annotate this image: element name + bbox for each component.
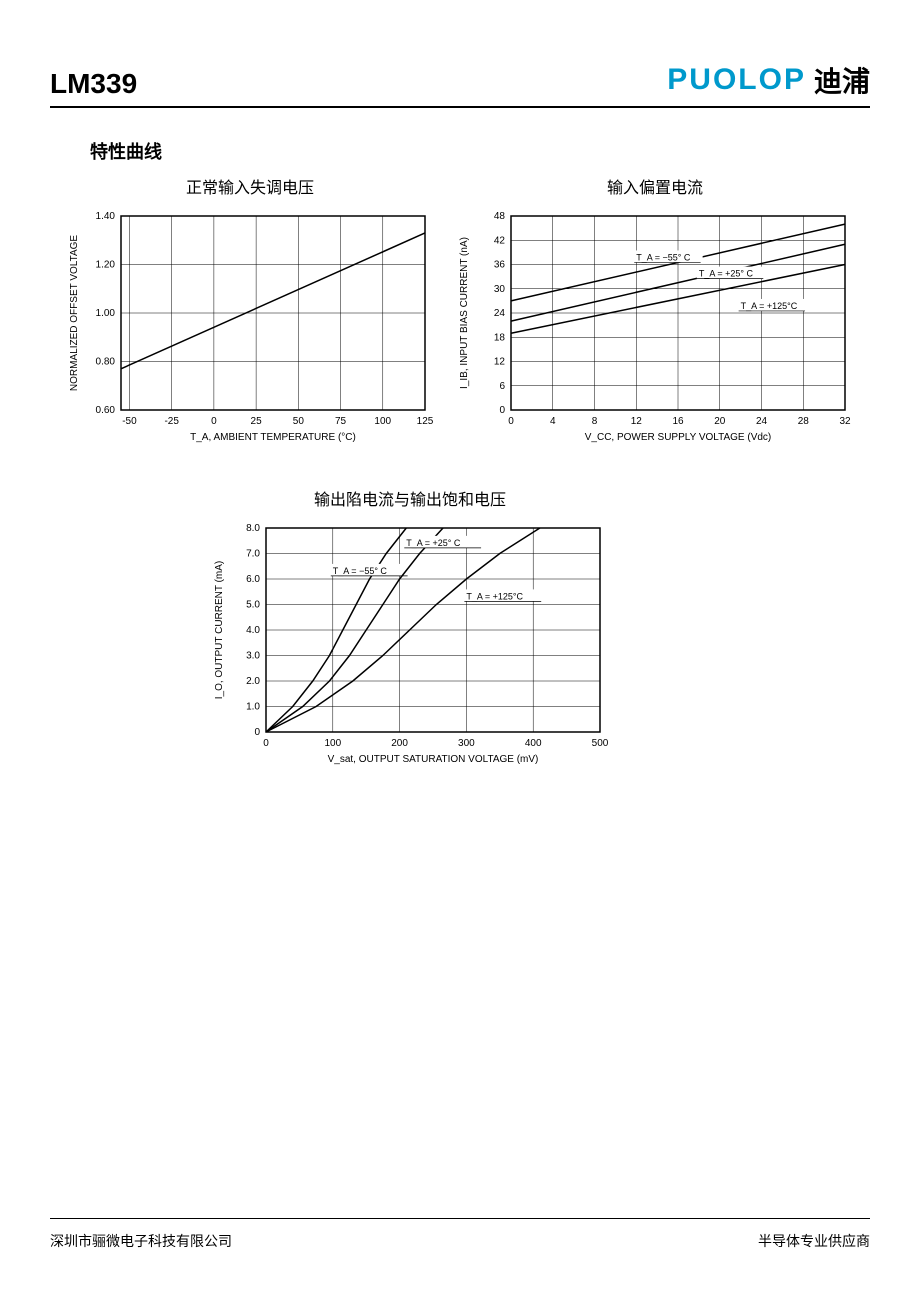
chart3-wrap: 输出陷电流与输出饱和电压 0 100 200 300 400 500 0 1.0 2.0 3.0 4… <box>210 486 610 768</box>
svg-text:400: 400 <box>525 738 542 749</box>
svg-text:25: 25 <box>251 416 263 427</box>
svg-text:T_A, AMBIENT TEMPERATURE (°C): T_A, AMBIENT TEMPERATURE (°C) <box>190 432 356 443</box>
svg-text:18: 18 <box>494 332 506 343</box>
svg-text:1.00: 1.00 <box>96 308 116 319</box>
svg-text:T_A = +25° C: T_A = +25° C <box>406 538 461 548</box>
brand-block: PUOLOP 迪浦 <box>667 60 870 100</box>
footer-left: 深圳市骊微电子科技有限公司 <box>50 1231 232 1251</box>
svg-text:NORMALIZED OFFSET VOLTAGE: NORMALIZED OFFSET VOLTAGE <box>69 235 80 391</box>
svg-text:3.0: 3.0 <box>246 651 260 662</box>
svg-text:T_A = −55° C: T_A = −55° C <box>636 252 691 262</box>
svg-text:125: 125 <box>417 416 434 427</box>
svg-text:12: 12 <box>494 357 506 368</box>
svg-text:48: 48 <box>494 211 506 222</box>
svg-text:4: 4 <box>550 416 556 427</box>
chart1-svg: -50 -25 0 25 50 75 100 125 0.60 0.80 1.00 1.20 1.40 T… <box>65 206 435 446</box>
svg-text:75: 75 <box>335 416 347 427</box>
svg-text:32: 32 <box>839 416 851 427</box>
svg-text:4.0: 4.0 <box>246 625 260 636</box>
svg-text:500: 500 <box>592 738 609 749</box>
svg-text:20: 20 <box>714 416 726 427</box>
svg-text:I_IB, INPUT BIAS CURRENT (nA): I_IB, INPUT BIAS CURRENT (nA) <box>459 237 470 389</box>
chart3-title: 输出陷电流与输出饱和电压 <box>210 486 610 510</box>
svg-text:0.60: 0.60 <box>96 405 116 416</box>
svg-text:100: 100 <box>374 416 391 427</box>
page-footer: 深圳市骊微电子科技有限公司 半导体专业供应商 <box>50 1218 870 1251</box>
svg-text:V_sat, OUTPUT SATURATION VOLTA: V_sat, OUTPUT SATURATION VOLTAGE (mV) <box>328 754 539 765</box>
svg-text:I_O, OUTPUT CURRENT (mA): I_O, OUTPUT CURRENT (mA) <box>214 561 225 700</box>
svg-text:0: 0 <box>254 727 260 738</box>
svg-text:6: 6 <box>499 381 505 392</box>
svg-text:5.0: 5.0 <box>246 600 260 611</box>
chart1-title: 正常输入失调电压 <box>65 174 435 198</box>
svg-text:36: 36 <box>494 260 506 271</box>
svg-text:1.0: 1.0 <box>246 702 260 713</box>
chart2-title: 输入偏置电流 <box>455 174 855 198</box>
svg-text:0.80: 0.80 <box>96 357 116 368</box>
svg-text:T_A = +125°C: T_A = +125°C <box>741 301 798 311</box>
svg-text:42: 42 <box>494 235 506 246</box>
svg-text:V_CC, POWER SUPPLY VOLTAGE (Vd: V_CC, POWER SUPPLY VOLTAGE (Vdc) <box>585 432 772 443</box>
charts-row-1: 正常输入失调电压 -50 -25 0 25 50 75 100 125 0.60 0.80 1.00… <box>50 174 870 446</box>
svg-text:T_A = +125°C: T_A = +125°C <box>466 591 523 601</box>
page-header: LM339 PUOLOP 迪浦 <box>50 60 870 108</box>
svg-text:0: 0 <box>508 416 514 427</box>
chart1-wrap: 正常输入失调电压 -50 -25 0 25 50 75 100 125 0.60 0.80 1.00… <box>65 174 435 446</box>
svg-text:24: 24 <box>494 308 506 319</box>
svg-text:-50: -50 <box>122 416 137 427</box>
chart2-svg: 0481216202428320612182430364248T_A = −55… <box>455 206 855 446</box>
svg-text:6.0: 6.0 <box>246 574 260 585</box>
brand-cn-text: 迪浦 <box>814 60 870 100</box>
svg-text:30: 30 <box>494 284 506 295</box>
datasheet-page: LM339 PUOLOP 迪浦 特性曲线 正常输入失调电压 -50 -25 0 25 5… <box>0 0 920 1301</box>
svg-text:0: 0 <box>211 416 217 427</box>
svg-text:-25: -25 <box>164 416 179 427</box>
svg-text:8: 8 <box>592 416 598 427</box>
section-title: 特性曲线 <box>90 138 870 164</box>
svg-text:24: 24 <box>756 416 768 427</box>
svg-text:100: 100 <box>324 738 341 749</box>
part-number: LM339 <box>50 68 137 100</box>
svg-text:0: 0 <box>263 738 269 749</box>
svg-text:2.0: 2.0 <box>246 676 260 687</box>
svg-text:12: 12 <box>631 416 643 427</box>
svg-text:1.40: 1.40 <box>96 211 116 222</box>
chart3-svg: 0 100 200 300 400 500 0 1.0 2.0 3.0 4.0 5.0 6.0 7.0 8.… <box>210 518 610 768</box>
svg-text:0: 0 <box>499 405 505 416</box>
svg-text:16: 16 <box>672 416 684 427</box>
brand-logo-text: PUOLOP <box>667 63 806 97</box>
svg-text:28: 28 <box>798 416 810 427</box>
svg-text:300: 300 <box>458 738 475 749</box>
footer-right: 半导体专业供应商 <box>758 1231 870 1251</box>
svg-text:T_A = +25° C: T_A = +25° C <box>699 269 754 279</box>
svg-text:50: 50 <box>293 416 305 427</box>
svg-text:8.0: 8.0 <box>246 523 260 534</box>
svg-text:200: 200 <box>391 738 408 749</box>
svg-text:7.0: 7.0 <box>246 549 260 560</box>
svg-text:T_A = −55° C: T_A = −55° C <box>333 566 388 576</box>
svg-text:1.20: 1.20 <box>96 260 116 271</box>
chart2-wrap: 输入偏置电流 0481216202428320612182430364248T_… <box>455 174 855 446</box>
